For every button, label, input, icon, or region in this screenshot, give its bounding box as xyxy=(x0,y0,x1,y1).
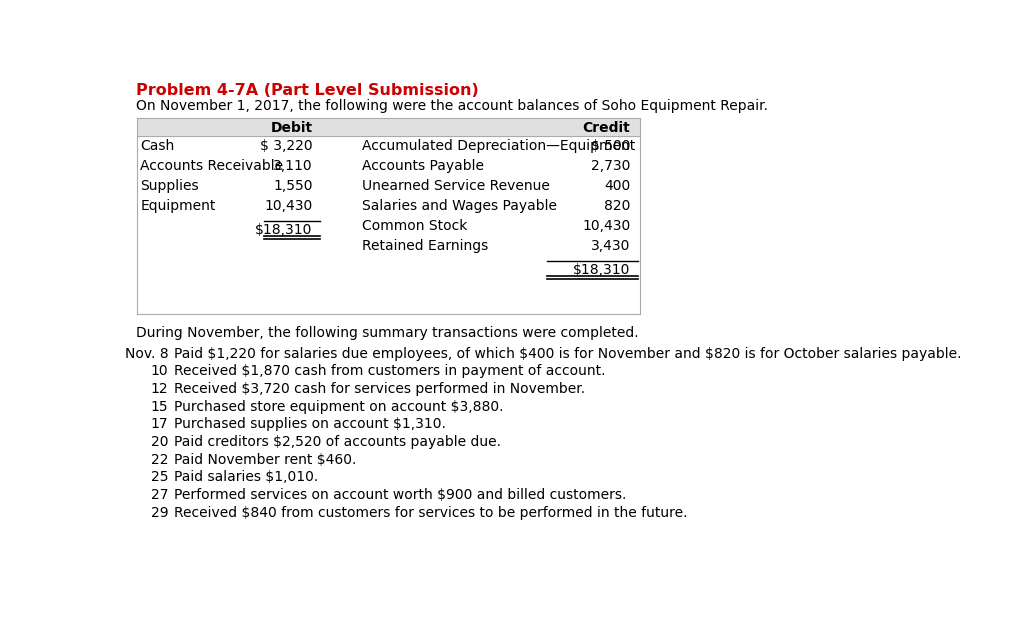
Text: Paid salaries $1,010.: Paid salaries $1,010. xyxy=(174,470,318,484)
Text: Retained Earnings: Retained Earnings xyxy=(362,240,488,253)
Text: Common Stock: Common Stock xyxy=(362,220,467,233)
Text: $18,310: $18,310 xyxy=(255,223,312,237)
Text: $ 3,220: $ 3,220 xyxy=(260,140,312,153)
Text: 400: 400 xyxy=(604,179,630,194)
Text: Problem 4-7A (Part Level Submission): Problem 4-7A (Part Level Submission) xyxy=(136,83,478,98)
Text: 3,430: 3,430 xyxy=(591,240,630,253)
Text: Received $840 from customers for services to be performed in the future.: Received $840 from customers for service… xyxy=(174,506,688,520)
Text: Received $1,870 cash from customers in payment of account.: Received $1,870 cash from customers in p… xyxy=(174,364,606,378)
Text: Debit: Debit xyxy=(270,121,312,135)
Text: On November 1, 2017, the following were the account balances of Soho Equipment R: On November 1, 2017, the following were … xyxy=(136,99,768,113)
Text: 27: 27 xyxy=(151,488,168,502)
Text: 12: 12 xyxy=(151,382,168,396)
Text: During November, the following summary transactions were completed.: During November, the following summary t… xyxy=(136,326,638,340)
Text: Cash: Cash xyxy=(140,140,175,153)
Text: 29: 29 xyxy=(151,506,168,520)
Text: Purchased supplies on account $1,310.: Purchased supplies on account $1,310. xyxy=(174,418,446,431)
Text: Salaries and Wages Payable: Salaries and Wages Payable xyxy=(362,199,557,213)
Text: Accounts Payable: Accounts Payable xyxy=(362,159,484,174)
Text: Accumulated Depreciation—Equipment: Accumulated Depreciation—Equipment xyxy=(362,140,635,153)
Text: Paid $1,220 for salaries due employees, of which $400 is for November and $820 i: Paid $1,220 for salaries due employees, … xyxy=(174,347,962,360)
Text: 3,110: 3,110 xyxy=(272,159,312,174)
Text: Purchased store equipment on account $3,880.: Purchased store equipment on account $3,… xyxy=(174,399,504,414)
Text: 1,550: 1,550 xyxy=(273,179,312,194)
Text: Credit: Credit xyxy=(583,121,630,135)
Text: Accounts Receivable: Accounts Receivable xyxy=(140,159,284,174)
Text: Nov. 8: Nov. 8 xyxy=(125,347,168,360)
Bar xyxy=(136,118,640,136)
Text: Paid creditors $2,520 of accounts payable due.: Paid creditors $2,520 of accounts payabl… xyxy=(174,435,502,449)
Text: $18,310: $18,310 xyxy=(572,264,630,277)
Text: Unearned Service Revenue: Unearned Service Revenue xyxy=(362,179,550,194)
Text: Supplies: Supplies xyxy=(140,179,199,194)
Text: 25: 25 xyxy=(151,470,168,484)
Text: 10,430: 10,430 xyxy=(582,220,630,233)
Text: 10: 10 xyxy=(151,364,168,378)
Text: 820: 820 xyxy=(604,199,630,213)
Text: 10,430: 10,430 xyxy=(264,199,312,213)
Text: 17: 17 xyxy=(151,418,168,431)
Text: $ 500: $ 500 xyxy=(591,140,630,153)
Text: Performed services on account worth $900 and billed customers.: Performed services on account worth $900… xyxy=(174,488,627,502)
Text: 2,730: 2,730 xyxy=(591,159,630,174)
Text: 22: 22 xyxy=(151,453,168,467)
Text: 20: 20 xyxy=(151,435,168,449)
Text: Paid November rent $460.: Paid November rent $460. xyxy=(174,453,357,467)
Text: Received $3,720 cash for services performed in November.: Received $3,720 cash for services perfor… xyxy=(174,382,586,396)
Text: Equipment: Equipment xyxy=(140,199,216,213)
Text: 15: 15 xyxy=(151,399,168,414)
